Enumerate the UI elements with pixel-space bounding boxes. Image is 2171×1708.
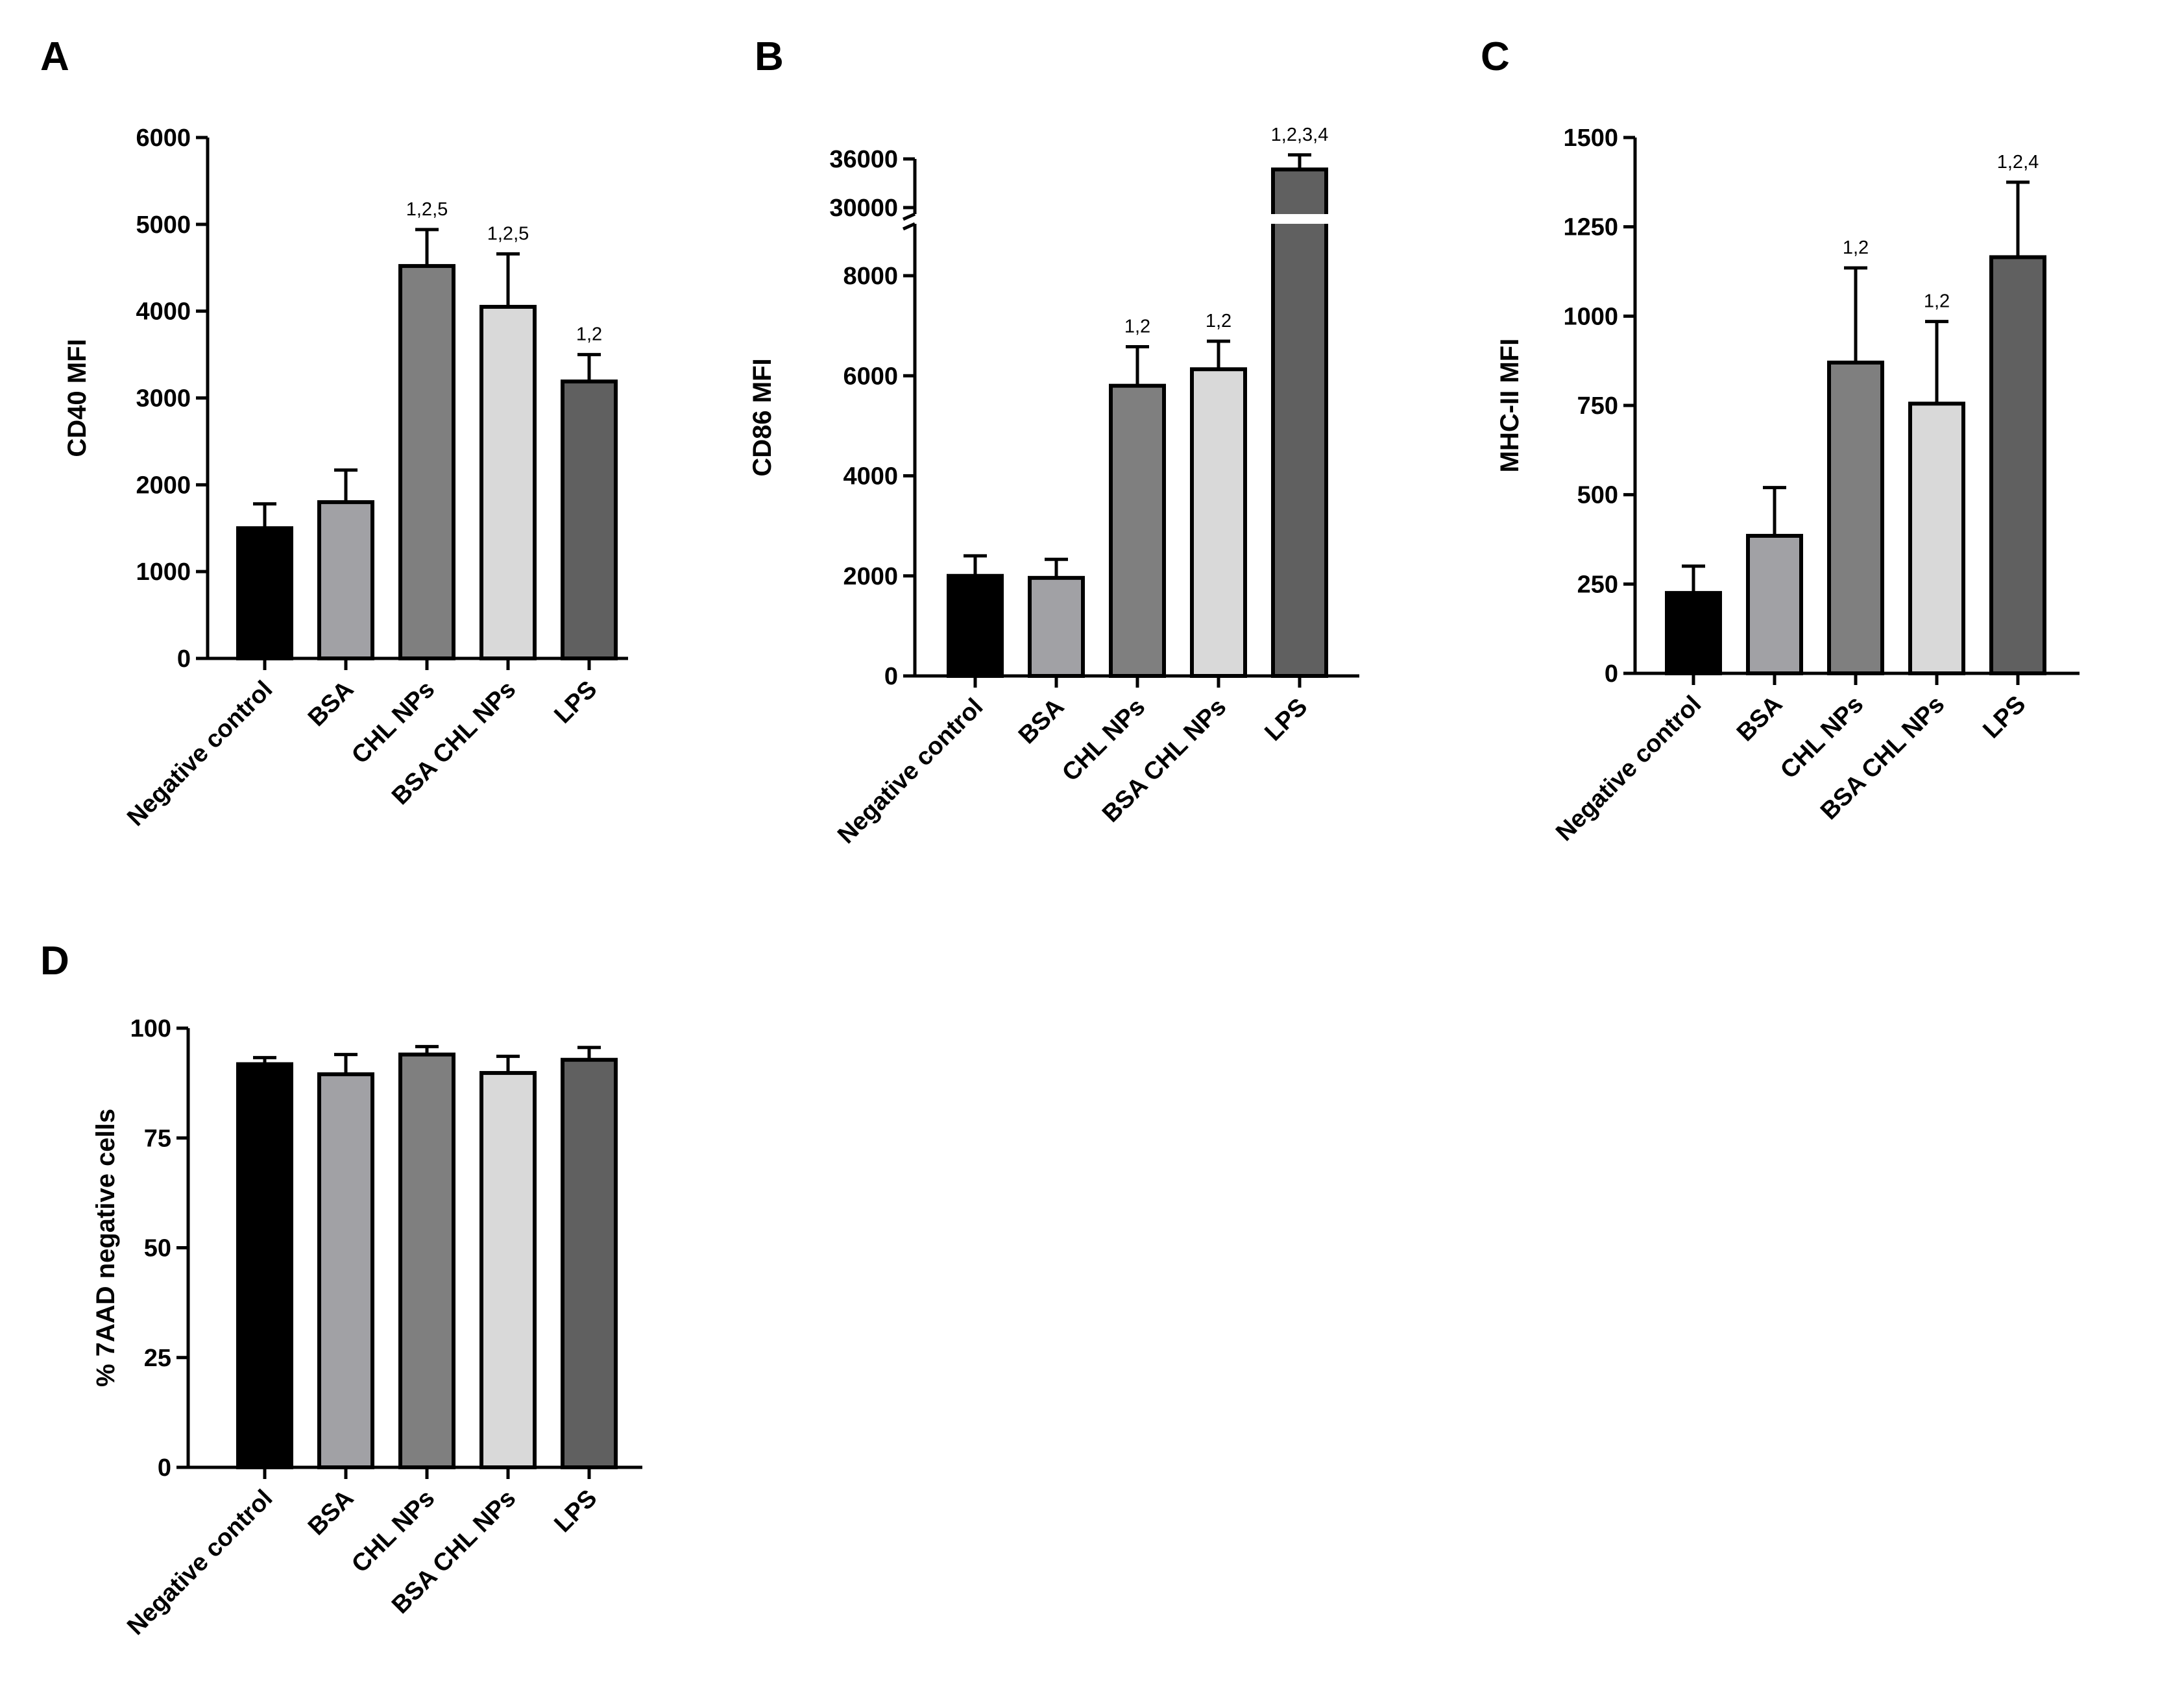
y-tick-label: 0	[158, 1454, 171, 1482]
significance-label: 1,2,4	[1997, 152, 2039, 173]
bar	[1746, 533, 1803, 676]
y-tick-label: 100	[130, 1015, 171, 1042]
y-tick-label: 1000	[136, 559, 191, 586]
category-label: LPS	[549, 676, 602, 729]
significance-label: 1,2,3,4	[1271, 125, 1329, 145]
significance-label: 1,2	[1206, 311, 1231, 331]
y-tick-label: 1000	[1563, 303, 1618, 330]
y-axis-label: MHC-II MFI	[1496, 339, 1524, 473]
significance-label: 1,2	[1843, 237, 1869, 258]
y-tick-label: 1500	[1563, 125, 1618, 152]
y-tick-label: 250	[1577, 571, 1618, 598]
significance-label: 1,2,5	[406, 199, 448, 220]
bar	[479, 1071, 537, 1469]
y-tick-label: 750	[1577, 392, 1618, 420]
panel-label: C	[1481, 34, 1510, 79]
bar	[1190, 367, 1247, 678]
bar	[1665, 591, 1722, 675]
y-tick-label: 4000	[843, 463, 898, 490]
y-tick-label: 8000	[843, 263, 898, 290]
bar	[236, 526, 293, 660]
y-tick-label: 4000	[136, 298, 191, 326]
y-tick-label: 6000	[136, 125, 191, 152]
y-tick-label: 3000	[136, 385, 191, 413]
category-label: LPS	[1978, 691, 2031, 744]
y-tick-label: 0	[177, 645, 191, 673]
category-label: Negative control	[1551, 691, 1706, 847]
category-label: BSA	[1732, 691, 1788, 747]
significance-label: 1,2	[1124, 317, 1150, 337]
bar	[947, 573, 1004, 678]
y-tick-label: 2000	[843, 563, 898, 590]
chart-panel-b: B 0 2000 4000 6000 8000 30000 36000 CD86 MFI Nega…	[748, 34, 1359, 849]
chart-panel-a: A 0 1000 2000 3000 4000 5000 6000 CD40 MFI Negati…	[40, 34, 628, 832]
y-tick-label: 1250	[1563, 214, 1618, 241]
bar	[479, 304, 537, 661]
y-tick-label: 5000	[136, 211, 191, 239]
bar	[236, 1062, 293, 1470]
bar	[1028, 575, 1085, 679]
category-label: Negative control	[122, 676, 278, 832]
y-tick-label: 50	[144, 1235, 171, 1262]
bar	[561, 1057, 618, 1469]
category-label: LPS	[549, 1485, 602, 1538]
category-label: Negative control	[832, 693, 988, 849]
panel-label: A	[40, 34, 69, 79]
bar	[1271, 167, 1328, 678]
y-tick-label: 36000	[829, 146, 898, 173]
panel-label: D	[40, 939, 69, 983]
bar-break-gap	[1270, 214, 1329, 224]
significance-label: 1,2	[1924, 291, 1950, 312]
category-label: Negative control	[122, 1485, 278, 1641]
bar	[398, 1052, 455, 1469]
bar	[561, 379, 618, 660]
axis-break-mark	[902, 222, 916, 231]
chart-panel-c: C 0 250 500 750 1000 1250 1500 MHC-II MFI Negativ…	[1481, 34, 2080, 847]
bar	[1827, 360, 1884, 675]
y-axis-label: CD86 MFI	[748, 358, 777, 476]
y-tick-label: 75	[144, 1125, 171, 1152]
bar	[1109, 383, 1166, 678]
y-tick-label: 25	[144, 1345, 171, 1372]
chart-panel-d: D 0 25 50 75 100 % 7AAD negative cells Negative…	[40, 939, 642, 1641]
bar	[317, 1072, 374, 1469]
significance-label: 1,2	[576, 324, 602, 345]
bar	[1908, 402, 1965, 675]
y-tick-label: 0	[884, 663, 898, 690]
y-axis-label: % 7AAD negative cells	[91, 1109, 120, 1387]
bar	[398, 264, 455, 661]
y-tick-label: 2000	[136, 472, 191, 499]
panel-label: B	[755, 34, 784, 79]
y-tick-label: 0	[1605, 660, 1618, 688]
bar	[317, 500, 374, 660]
category-label: BSA	[303, 1485, 359, 1541]
category-label: BSA	[303, 676, 359, 732]
y-axis-label: CD40 MFI	[63, 339, 91, 457]
bar	[1989, 255, 2046, 675]
category-label: BSA	[1013, 693, 1069, 749]
category-label: LPS	[1259, 693, 1313, 747]
y-tick-label: 500	[1577, 482, 1618, 509]
y-tick-label: 30000	[829, 195, 898, 222]
axis-break-mark	[902, 212, 916, 221]
significance-label: 1,2,5	[487, 223, 529, 244]
y-tick-label: 6000	[843, 363, 898, 390]
